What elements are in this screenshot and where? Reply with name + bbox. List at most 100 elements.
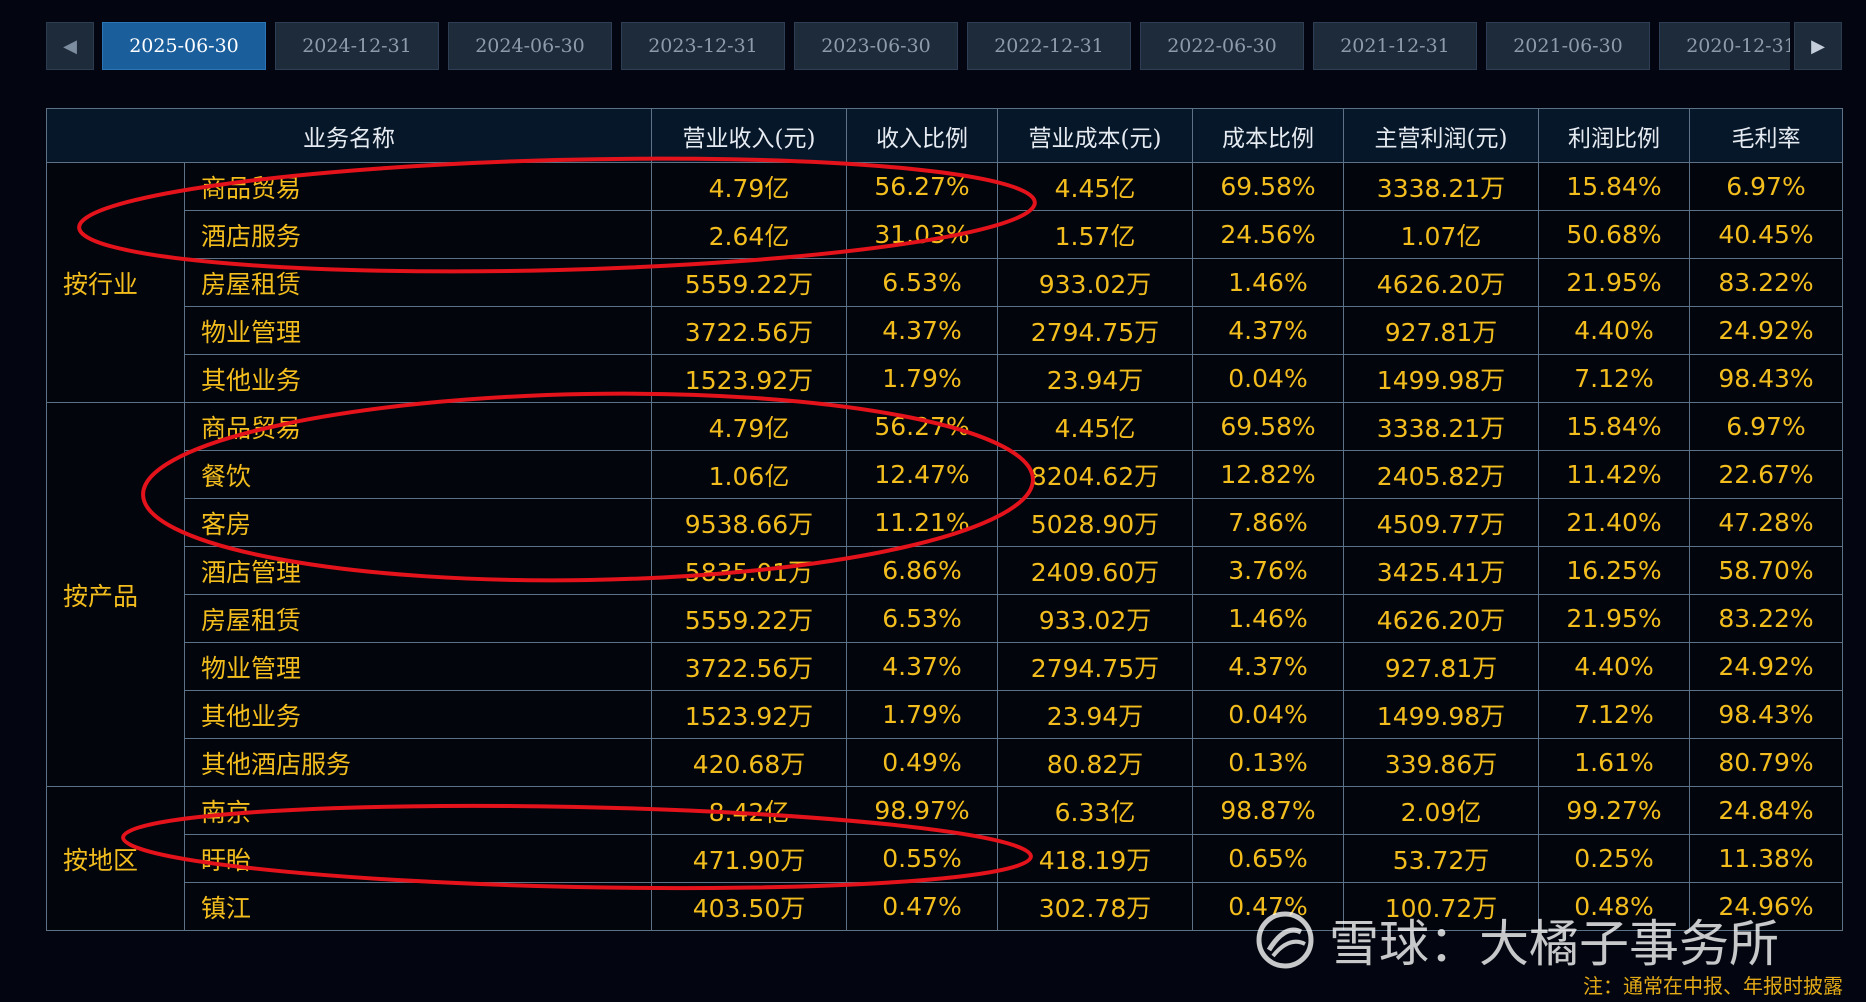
value-cell: 6.97% <box>1689 162 1843 211</box>
column-header[interactable]: 利润比例 <box>1538 108 1690 163</box>
value-cell: 4.79亿 <box>651 162 847 211</box>
period-tab[interactable]: 2021-06-30 <box>1486 22 1650 70</box>
value-cell: 1.46% <box>1192 258 1344 307</box>
value-cell: 31.03% <box>846 210 998 259</box>
period-tab[interactable]: 2025-06-30 <box>102 22 266 70</box>
business-name-cell: 商品贸易 <box>184 402 652 451</box>
period-tab[interactable]: 2021-12-31 <box>1313 22 1477 70</box>
value-cell: 3338.21万 <box>1343 402 1539 451</box>
value-cell: 6.97% <box>1689 402 1843 451</box>
period-tab[interactable]: 2024-12-31 <box>275 22 439 70</box>
value-cell: 53.72万 <box>1343 834 1539 883</box>
value-cell: 7.86% <box>1192 498 1344 547</box>
table-row: 客房 9538.66万 11.21% 5028.90万 7.86% 4509.77万 21.… <box>47 498 1843 547</box>
column-header[interactable]: 主营利润(元) <box>1343 108 1539 163</box>
column-header[interactable]: 营业收入(元) <box>651 108 847 163</box>
period-tab[interactable]: 2020-12-31 <box>1659 22 1790 70</box>
value-cell: 5028.90万 <box>997 498 1193 547</box>
business-name-cell: 商品贸易 <box>184 162 652 211</box>
value-cell: 56.27% <box>846 162 998 211</box>
table-row: 按产品 商品贸易 4.79亿 56.27% 4.45亿 69.58% 3338.21万 15.… <box>46 402 1843 787</box>
value-cell: 4.45亿 <box>997 402 1193 451</box>
table-row: 物业管理 3722.56万 4.37% 2794.75万 4.37% 927.81万 4.4… <box>47 306 1843 355</box>
period-tab[interactable]: 2023-06-30 <box>794 22 958 70</box>
value-cell: 418.19万 <box>997 834 1193 883</box>
value-cell: 56.27% <box>846 402 998 451</box>
value-cell: 98.97% <box>846 786 998 835</box>
table-row: 酒店服务 2.64亿 31.03% 1.57亿 24.56% 1.07亿 50.68% 40.… <box>47 210 1843 259</box>
value-cell: 7.12% <box>1538 690 1690 739</box>
table-row: 其他酒店服务 420.68万 0.49% 80.82万 0.13% 339.86万 1.61… <box>47 738 1843 787</box>
value-cell: 5559.22万 <box>651 258 847 307</box>
value-cell: 6.53% <box>846 258 998 307</box>
value-cell: 23.94万 <box>997 690 1193 739</box>
value-cell: 3.76% <box>1192 546 1344 595</box>
disclosure-footnote: 注：通常在中报、年报时披露 <box>1583 974 1843 998</box>
value-cell: 933.02万 <box>997 258 1193 307</box>
value-cell: 403.50万 <box>651 882 847 931</box>
value-cell: 6.86% <box>846 546 998 595</box>
table-row: 餐饮 1.06亿 12.47% 8204.62万 12.82% 2405.82万 11.42… <box>47 450 1843 499</box>
table-header-row: 业务名称 营业收入(元) 收入比例 营业成本(元) 成本比例 主营利润(元) 利润比例 毛利率 <box>46 108 1843 163</box>
value-cell: 23.94万 <box>997 354 1193 403</box>
value-cell: 3722.56万 <box>651 642 847 691</box>
value-cell: 927.81万 <box>1343 642 1539 691</box>
value-cell: 22.67% <box>1689 450 1843 499</box>
value-cell: 16.25% <box>1538 546 1690 595</box>
period-tab[interactable]: 2022-12-31 <box>967 22 1131 70</box>
column-header[interactable]: 毛利率 <box>1689 108 1843 163</box>
period-tabs: 2025-06-30 2024-12-31 2024-06-30 2023-12-31… <box>102 22 1790 70</box>
value-cell: 1.06亿 <box>651 450 847 499</box>
business-name-cell: 酒店管理 <box>184 546 652 595</box>
table-row: 按地区 南京 8.42亿 98.97% 6.33亿 98.87% 2.09亿 99.27% 24… <box>46 786 1843 931</box>
value-cell: 339.86万 <box>1343 738 1539 787</box>
value-cell: 15.84% <box>1538 162 1690 211</box>
business-composition-table-container: 业务名称 营业收入(元) 收入比例 营业成本(元) 成本比例 主营利润(元) 利润比例 毛利率… <box>46 108 1843 931</box>
column-header[interactable]: 成本比例 <box>1192 108 1344 163</box>
business-name-cell: 房屋租赁 <box>184 258 652 307</box>
value-cell: 21.40% <box>1538 498 1690 547</box>
value-cell: 21.95% <box>1538 594 1690 643</box>
group-label: 按产品 <box>46 402 185 787</box>
value-cell: 69.58% <box>1192 402 1344 451</box>
value-cell: 4509.77万 <box>1343 498 1539 547</box>
value-cell: 83.22% <box>1689 594 1843 643</box>
value-cell: 1.57亿 <box>997 210 1193 259</box>
value-cell: 99.27% <box>1538 786 1690 835</box>
value-cell: 98.43% <box>1689 690 1843 739</box>
value-cell: 2.64亿 <box>651 210 847 259</box>
value-cell: 6.53% <box>846 594 998 643</box>
value-cell: 58.70% <box>1689 546 1843 595</box>
prev-period-button[interactable]: ◀ <box>46 22 94 70</box>
period-tab[interactable]: 2024-06-30 <box>448 22 612 70</box>
value-cell: 50.68% <box>1538 210 1690 259</box>
business-name-cell: 物业管理 <box>184 306 652 355</box>
value-cell: 0.04% <box>1192 354 1344 403</box>
table-row: 按行业 商品贸易 4.79亿 56.27% 4.45亿 69.58% 3338.21万 15.… <box>46 162 1843 403</box>
next-period-button[interactable]: ▶ <box>1794 22 1842 70</box>
value-cell: 1.79% <box>846 690 998 739</box>
value-cell: 24.92% <box>1689 306 1843 355</box>
business-name-cell: 酒店服务 <box>184 210 652 259</box>
column-header[interactable]: 业务名称 <box>46 108 652 163</box>
business-name-cell: 南京 <box>184 786 652 835</box>
value-cell: 933.02万 <box>997 594 1193 643</box>
value-cell: 4.79亿 <box>651 402 847 451</box>
value-cell: 0.13% <box>1192 738 1344 787</box>
value-cell: 3338.21万 <box>1343 162 1539 211</box>
value-cell: 69.58% <box>1192 162 1344 211</box>
value-cell: 1.79% <box>846 354 998 403</box>
column-header[interactable]: 营业成本(元) <box>997 108 1193 163</box>
table-row: 其他业务 1523.92万 1.79% 23.94万 0.04% 1499.98万 7.12… <box>47 690 1843 739</box>
value-cell: 12.82% <box>1192 450 1344 499</box>
value-cell: 927.81万 <box>1343 306 1539 355</box>
period-tab[interactable]: 2023-12-31 <box>621 22 785 70</box>
value-cell: 83.22% <box>1689 258 1843 307</box>
value-cell: 1499.98万 <box>1343 354 1539 403</box>
column-header[interactable]: 收入比例 <box>846 108 998 163</box>
value-cell: 0.65% <box>1192 834 1344 883</box>
value-cell: 24.56% <box>1192 210 1344 259</box>
value-cell: 24.96% <box>1689 882 1843 931</box>
value-cell: 471.90万 <box>651 834 847 883</box>
period-tab[interactable]: 2022-06-30 <box>1140 22 1304 70</box>
